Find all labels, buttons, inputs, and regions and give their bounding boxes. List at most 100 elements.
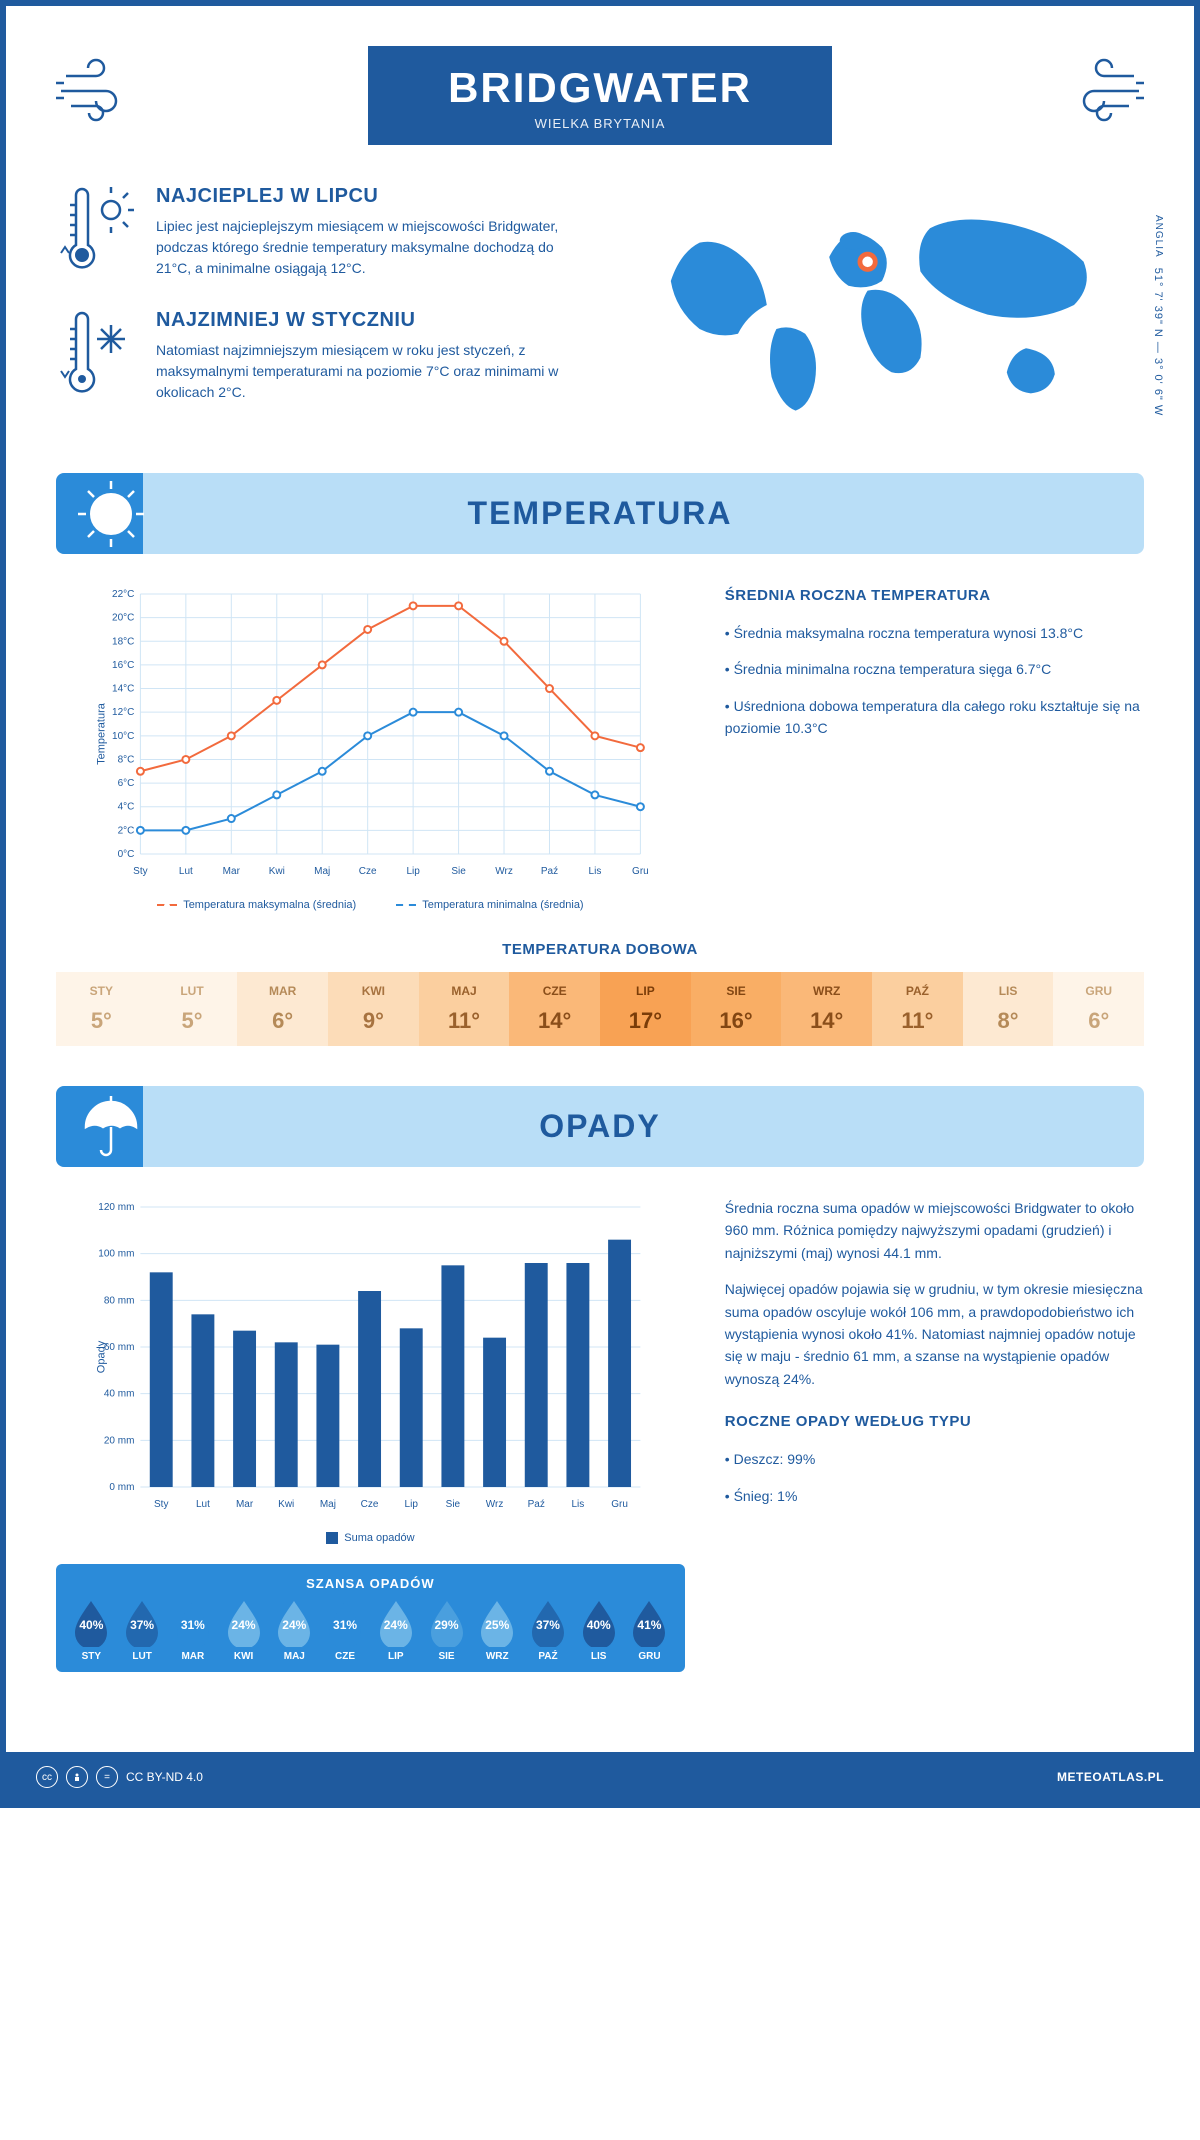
chance-drop: 37% PAŹ: [523, 1599, 574, 1662]
temp-summary-b1: • Średnia maksymalna roczna temperatura …: [725, 622, 1144, 644]
svg-text:Lis: Lis: [572, 1499, 585, 1510]
daily-temp-cell: WRZ 14°: [781, 972, 872, 1046]
license-label: CC BY-ND 4.0: [126, 1770, 203, 1784]
svg-text:2°C: 2°C: [118, 825, 135, 836]
daily-temp-cell: KWI 9°: [328, 972, 419, 1046]
precip-type-1: • Deszcz: 99%: [725, 1448, 1144, 1470]
legend-max-label: Temperatura maksymalna (średnia): [183, 899, 356, 911]
svg-text:Maj: Maj: [314, 866, 330, 877]
daily-temp-cell: LIP 17°: [600, 972, 691, 1046]
chance-drop: 24% MAJ: [269, 1599, 320, 1662]
svg-text:Sty: Sty: [133, 866, 147, 877]
daily-temp-cell: GRU 6°: [1053, 972, 1144, 1046]
daily-temp-cell: LUT 5°: [147, 972, 238, 1046]
svg-text:0°C: 0°C: [118, 849, 135, 860]
svg-text:Wrz: Wrz: [486, 1499, 504, 1510]
svg-text:120 mm: 120 mm: [98, 1202, 134, 1213]
thermometer-sun-icon: [56, 185, 136, 275]
temp-summary-title: ŚREDNIA ROCZNA TEMPERATURA: [725, 584, 1144, 608]
svg-text:Wrz: Wrz: [495, 866, 513, 877]
svg-text:Lip: Lip: [406, 866, 420, 877]
coldest-fact: NAJZIMNIEJ W STYCZNIU Natomiast najzimni…: [56, 309, 580, 403]
svg-text:0 mm: 0 mm: [109, 1482, 134, 1493]
svg-text:Paź: Paź: [541, 866, 558, 877]
svg-text:Lip: Lip: [405, 1499, 419, 1510]
svg-text:Cze: Cze: [361, 1499, 379, 1510]
footer: cc = CC BY-ND 4.0 METEOATLAS.PL: [6, 1752, 1194, 1802]
temperature-line-chart: 0°C2°C4°C6°C8°C10°C12°C14°C16°C18°C20°C2…: [56, 584, 685, 884]
chance-drop: 24% LIP: [370, 1599, 421, 1662]
legend-precip-label: Suma opadów: [344, 1532, 414, 1544]
chance-drop: 37% LUT: [117, 1599, 168, 1662]
sun-icon: [76, 479, 146, 549]
svg-text:Mar: Mar: [223, 866, 241, 877]
svg-text:8°C: 8°C: [118, 754, 135, 765]
wind-icon-right: [1064, 56, 1144, 140]
precip-text-p2: Najwięcej opadów pojawia się w grudniu, …: [725, 1278, 1144, 1390]
svg-text:Opady: Opady: [95, 1340, 107, 1373]
site-label: METEOATLAS.PL: [1057, 1770, 1164, 1784]
chance-drop: 24% KWI: [218, 1599, 269, 1662]
svg-text:20 mm: 20 mm: [104, 1435, 135, 1446]
svg-text:Cze: Cze: [359, 866, 377, 877]
chance-drop: 31% MAR: [167, 1599, 218, 1662]
title-banner: BRIDGWATER WIELKA BRYTANIA: [368, 46, 832, 145]
daily-temp-cell: CZE 14°: [509, 972, 600, 1046]
svg-text:16°C: 16°C: [112, 660, 134, 671]
legend-min-label: Temperatura minimalna (średnia): [422, 899, 583, 911]
city-title: BRIDGWATER: [448, 64, 752, 112]
coordinates: ANGLIA 51° 7' 39" N — 3° 0' 6" W: [1152, 215, 1164, 416]
umbrella-icon: [76, 1092, 146, 1162]
temperature-title: TEMPERATURA: [56, 495, 1144, 532]
daily-temp-cell: MAJ 11°: [419, 972, 510, 1046]
svg-text:Sty: Sty: [154, 1499, 168, 1510]
svg-text:Lut: Lut: [196, 1499, 210, 1510]
daily-temp-cell: MAR 6°: [237, 972, 328, 1046]
country-subtitle: WIELKA BRYTANIA: [448, 116, 752, 131]
daily-temp-cell: LIS 8°: [963, 972, 1054, 1046]
precip-type-title: ROCZNE OPADY WEDŁUG TYPU: [725, 1410, 1144, 1434]
svg-text:14°C: 14°C: [112, 684, 134, 695]
svg-text:80 mm: 80 mm: [104, 1295, 135, 1306]
svg-text:100 mm: 100 mm: [98, 1249, 134, 1260]
chance-drop: 29% SIE: [421, 1599, 472, 1662]
nd-icon: =: [96, 1766, 118, 1788]
svg-text:Kwi: Kwi: [269, 866, 285, 877]
chance-title: SZANSA OPADÓW: [56, 1576, 685, 1591]
precipitation-section-header: OPADY: [56, 1086, 1144, 1167]
svg-text:Gru: Gru: [611, 1499, 628, 1510]
header: BRIDGWATER WIELKA BRYTANIA: [56, 46, 1144, 145]
precipitation-title: OPADY: [56, 1108, 1144, 1145]
svg-text:60 mm: 60 mm: [104, 1342, 135, 1353]
thermometer-snow-icon: [56, 309, 136, 399]
precip-text-p1: Średnia roczna suma opadów w miejscowośc…: [725, 1197, 1144, 1264]
daily-temp-title: TEMPERATURA DOBOWA: [56, 941, 1144, 958]
region-label: ANGLIA: [1153, 215, 1164, 258]
temp-summary-b3: • Uśredniona dobowa temperatura dla całe…: [725, 695, 1144, 740]
svg-text:Maj: Maj: [320, 1499, 336, 1510]
svg-text:Kwi: Kwi: [278, 1499, 294, 1510]
precipitation-bar-chart: 0 mm 20 mm 40 mm 60 mm 80 mm 100 mm 120 mm Opad…: [56, 1197, 685, 1517]
svg-text:Sie: Sie: [451, 866, 466, 877]
svg-text:Gru: Gru: [632, 866, 649, 877]
daily-temp-cell: SIE 16°: [691, 972, 782, 1046]
svg-text:20°C: 20°C: [112, 613, 134, 624]
svg-text:40 mm: 40 mm: [104, 1389, 135, 1400]
temp-summary-b2: • Średnia minimalna roczna temperatura s…: [725, 658, 1144, 680]
precipitation-chance-box: SZANSA OPADÓW 40% STY 37% LUT 31% MAR 2: [56, 1564, 685, 1672]
precip-chart-legend: Suma opadów: [56, 1532, 685, 1544]
svg-text:22°C: 22°C: [112, 589, 134, 600]
temp-chart-legend: Temperatura maksymalna (średnia) Tempera…: [56, 899, 685, 911]
chance-drop: 25% WRZ: [472, 1599, 523, 1662]
precip-type-2: • Śnieg: 1%: [725, 1485, 1144, 1507]
svg-text:Lis: Lis: [589, 866, 602, 877]
coords-value: 51° 7' 39" N — 3° 0' 6" W: [1152, 268, 1164, 417]
warmest-text: Lipiec jest najcieplejszym miesiącem w m…: [156, 216, 580, 279]
coldest-title: NAJZIMNIEJ W STYCZNIU: [156, 309, 580, 332]
world-map: [620, 185, 1144, 425]
svg-text:Mar: Mar: [236, 1499, 254, 1510]
cc-icon: cc: [36, 1766, 58, 1788]
svg-text:18°C: 18°C: [112, 636, 134, 647]
daily-temp-cell: STY 5°: [56, 972, 147, 1046]
chance-drop: 40% LIS: [573, 1599, 624, 1662]
